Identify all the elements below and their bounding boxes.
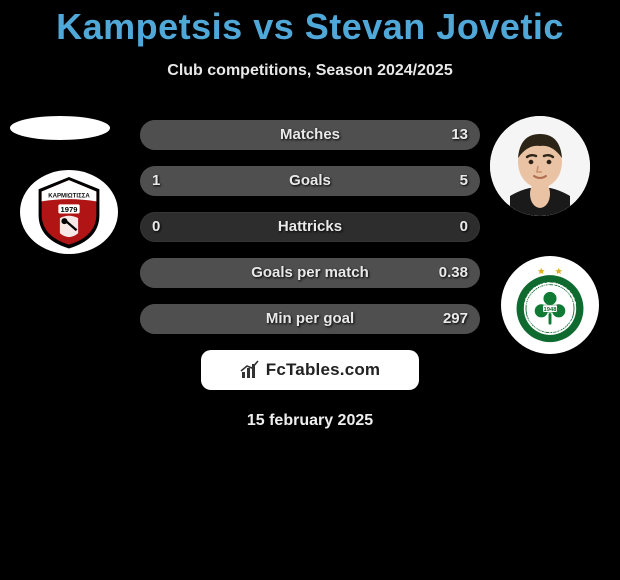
comparison-panel: ΚΑΡΜΙΩΤΙΣΣΑ 1979 <box>0 120 620 430</box>
chart-icon <box>240 360 260 380</box>
svg-text:1948: 1948 <box>544 307 558 313</box>
stat-row: 15Goals <box>140 166 480 196</box>
season-subtitle: Club competitions, Season 2024/2025 <box>0 62 620 80</box>
stat-label: Goals <box>140 166 480 196</box>
stat-label: Matches <box>140 120 480 150</box>
club1-crest: ΚΑΡΜΙΩΤΙΣΣΑ 1979 <box>20 170 118 254</box>
stat-row: 297Min per goal <box>140 304 480 334</box>
stat-label: Goals per match <box>140 258 480 288</box>
attribution-badge: FcTables.com <box>201 350 419 390</box>
club2-crest: 1948 ΑΘΛΗΤΙΚΟΣ ΣΥΛΛΟΓΟΣ ΟΜΟΝΟΙΑ ΛΕΥΚΩΣΙΑ… <box>501 256 599 354</box>
player2-photo <box>490 116 590 216</box>
attribution-text: FcTables.com <box>266 360 381 380</box>
stat-rows: 13Matches 15Goals 00Hattricks 0.38Goals per… <box>140 120 480 334</box>
stat-row: 0.38Goals per match <box>140 258 480 288</box>
page-title: Kampetsis vs Stevan Jovetic <box>0 0 620 48</box>
svg-text:1979: 1979 <box>61 205 78 214</box>
player1-photo-placeholder <box>10 116 110 140</box>
stat-label: Hattricks <box>140 212 480 242</box>
stat-row: 13Matches <box>140 120 480 150</box>
svg-text:ΚΑΡΜΙΩΤΙΣΣΑ: ΚΑΡΜΙΩΤΙΣΣΑ <box>48 193 90 200</box>
stat-row: 00Hattricks <box>140 212 480 242</box>
stat-label: Min per goal <box>140 304 480 334</box>
snapshot-date: 15 february 2025 <box>0 412 620 430</box>
